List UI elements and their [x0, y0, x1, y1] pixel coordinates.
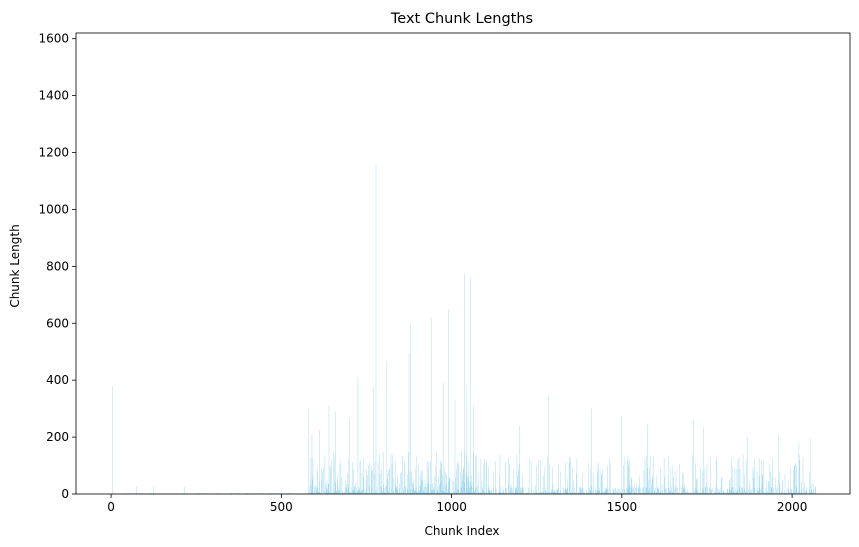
x-tick-label: 1500	[607, 500, 638, 514]
chart-title: Text Chunk Lengths	[390, 11, 533, 27]
x-tick-label: 500	[270, 500, 293, 514]
x-tick-label: 0	[107, 500, 115, 514]
plot-frame	[75, 32, 851, 495]
y-tick-label: 1200	[38, 146, 69, 160]
y-tick-label: 400	[46, 373, 69, 387]
axes: 0 500 1000 1500 2000 0 200 400 600 800 1000 1200 140…	[38, 32, 851, 514]
y-axis-label: Chunk Length	[8, 224, 22, 307]
y-tick-label: 600	[46, 316, 69, 330]
y-tick-label: 0	[61, 487, 69, 501]
bar-series	[111, 163, 816, 494]
x-tick-label: 1000	[436, 500, 467, 514]
y-tick-label: 800	[46, 259, 69, 273]
x-axis-label: Chunk Index	[425, 524, 500, 538]
y-tick-label: 1400	[38, 89, 69, 103]
x-tick-label: 2000	[777, 500, 808, 514]
y-tick-label: 1600	[38, 32, 69, 46]
y-tick-label: 200	[46, 430, 69, 444]
y-tick-label: 1000	[38, 202, 69, 216]
